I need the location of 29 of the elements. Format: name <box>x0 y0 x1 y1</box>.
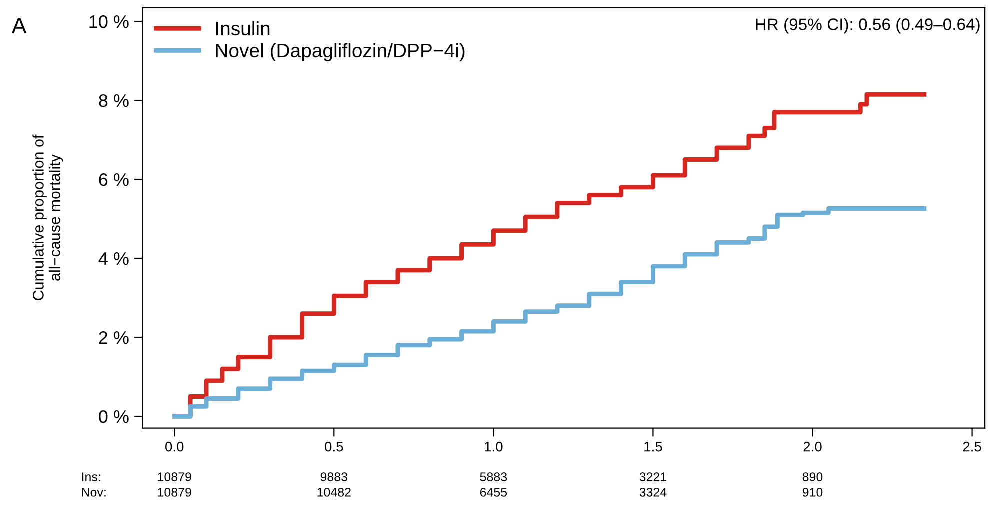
x-tick-label: 2.5 <box>963 442 982 452</box>
y-tick-label: 2 % <box>99 331 129 344</box>
text: 3324 <box>640 488 667 497</box>
text: 890 <box>802 472 823 482</box>
text: A <box>12 18 27 34</box>
x-tick-label: 2.0 <box>804 442 822 452</box>
text: 9883 <box>320 472 348 482</box>
x-tick-label: 0.5 <box>325 442 344 452</box>
annotation: HR (95% CI): 0.56 (0.49–0.64) <box>756 18 980 34</box>
text: Ins: <box>82 472 100 482</box>
legend-label: Insulin <box>216 21 270 36</box>
legend-label: Novel (Dapagliflozin/DPP−4i) <box>216 43 465 62</box>
y-tick-label: 10 % <box>90 15 129 28</box>
y-axis-title: Cumulative proportion of all−cause mortality <box>32 134 64 300</box>
text: Nov: <box>82 488 106 497</box>
y-tick-label: 0 % <box>99 410 129 424</box>
text: 5883 <box>480 472 508 482</box>
text: 910 <box>802 488 823 497</box>
text: 10482 <box>318 488 351 497</box>
y-tick-label: 8 % <box>99 94 129 108</box>
text: 10879 <box>158 472 192 482</box>
text: 10879 <box>158 488 192 497</box>
x-tick-label: 0.0 <box>166 442 184 452</box>
y-tick-label: 4 % <box>98 252 129 266</box>
x-tick-label: 1.0 <box>485 442 503 452</box>
x-tick-label: 1.5 <box>644 442 662 452</box>
text: 3221 <box>640 472 667 482</box>
text: 6455 <box>480 488 508 497</box>
y-tick-label: 6 % <box>99 173 129 186</box>
